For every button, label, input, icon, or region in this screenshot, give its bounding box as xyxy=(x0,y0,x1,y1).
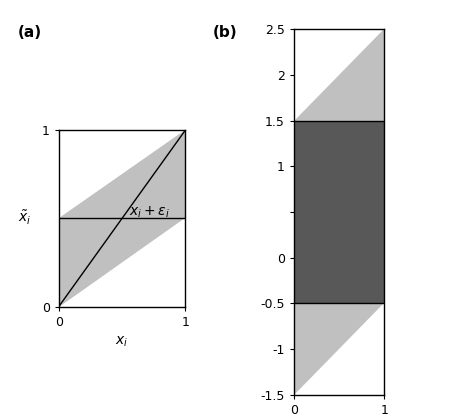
Text: $x_i + \epsilon_i$: $x_i + \epsilon_i$ xyxy=(129,205,169,220)
Text: (b): (b) xyxy=(212,25,236,40)
Polygon shape xyxy=(293,303,383,395)
Y-axis label: $\tilde{x}_i$: $\tilde{x}_i$ xyxy=(18,210,32,227)
Polygon shape xyxy=(59,130,185,218)
Polygon shape xyxy=(293,29,383,121)
Text: (a): (a) xyxy=(18,25,42,40)
Bar xyxy=(293,121,383,303)
Polygon shape xyxy=(59,218,185,307)
X-axis label: $x_i$: $x_i$ xyxy=(115,334,129,349)
